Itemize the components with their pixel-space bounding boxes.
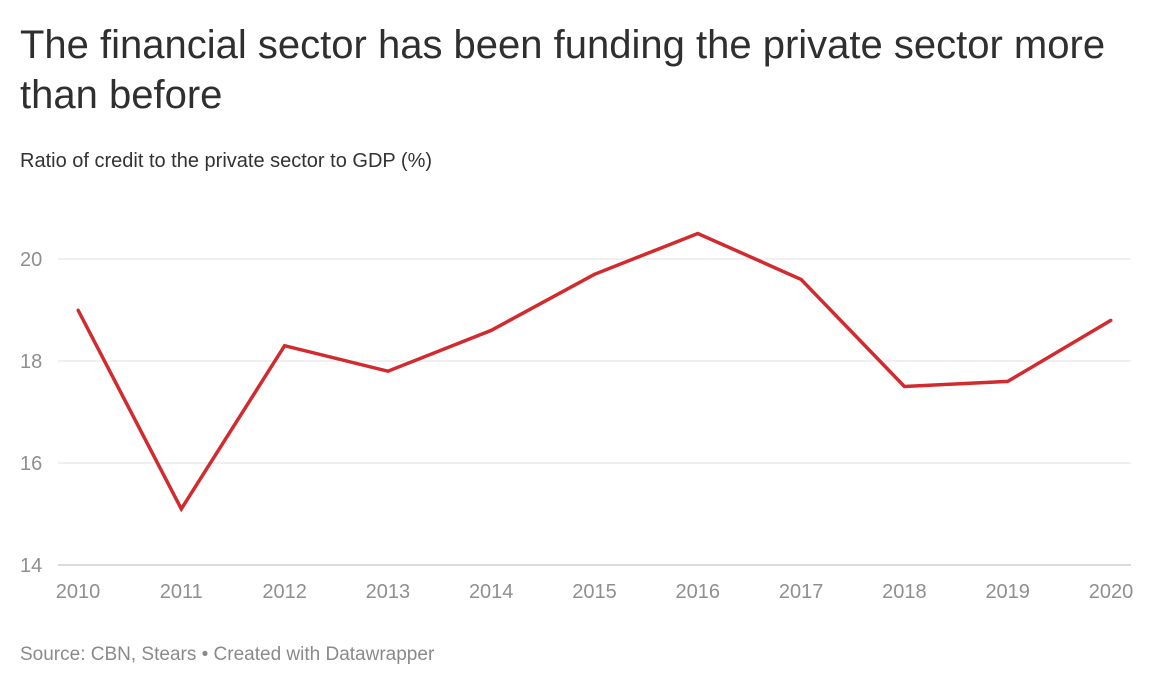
x-tick-label: 2014 [469,581,514,603]
x-tick-label: 2019 [985,581,1030,603]
x-tick-label: 2017 [779,581,824,603]
data-point [593,272,596,276]
source-note: Source: CBN, Stears • Created with Dataw… [20,644,435,665]
data-point [799,277,803,281]
data-point [386,369,390,373]
y-gridlines [58,258,1131,566]
x-tick-label: 2016 [676,581,721,603]
data-point [1006,379,1010,383]
chart-subtitle: Ratio of credit to the private sector to… [20,150,433,172]
chart-title: The financial sector has been funding th… [20,23,1106,117]
data-point [696,232,700,235]
data-point [1109,318,1113,322]
y-tick-label: 14 [20,555,42,577]
x-tick-label: 2013 [366,581,411,603]
y-tick-labels: 14 16 18 20 [20,249,42,577]
x-tick-label: 2012 [262,581,307,603]
x-tick-label: 2020 [1089,581,1134,603]
x-tick-label: 2018 [882,581,927,603]
y-tick-label: 20 [20,249,42,271]
x-tick-label: 2010 [56,581,101,603]
data-point [179,507,183,511]
x-tick-label: 2011 [160,581,203,603]
data-point [283,344,287,348]
data-point [489,328,493,332]
y-tick-label: 18 [20,351,42,373]
data-point [76,308,80,312]
x-tick-label: 2015 [572,581,617,603]
y-tick-label: 16 [20,453,42,475]
data-series [76,231,1113,513]
x-tick-labels: 2010 2011 2012 2013 2014 2015 2016 2017 2018 2019… [56,581,1134,603]
data-point [902,385,906,388]
